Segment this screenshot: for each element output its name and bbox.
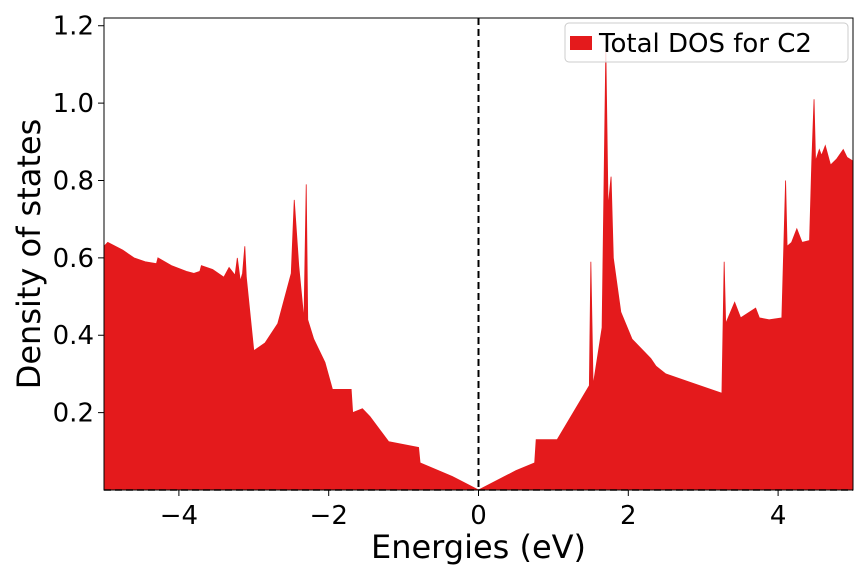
legend-swatch [570, 36, 592, 50]
legend-label: Total DOS for C2 [598, 29, 812, 59]
dos-area-series [103, 48, 854, 491]
x-tick-label: −4 [160, 501, 198, 531]
dos-area-layer [103, 48, 854, 491]
y-axis-ticks: 0.2 0.4 0.6 0.8 1.0 1.2 [53, 12, 104, 429]
legend-box [564, 22, 849, 63]
y-tick-label: 1.0 [53, 89, 94, 119]
y-tick-label: 0.8 [53, 166, 94, 196]
x-tick-label: 4 [770, 501, 787, 531]
x-axis-ticks: −4 −2 0 2 4 [160, 490, 787, 531]
y-tick-label: 0.2 [53, 399, 94, 429]
y-tick-label: 0.4 [53, 321, 94, 351]
x-axis-label: Energies (eV) [371, 528, 586, 566]
y-axis-label: Density of states [10, 119, 48, 390]
x-tick-label: 2 [620, 501, 637, 531]
x-tick-label: −2 [310, 501, 348, 531]
x-tick-label: 0 [470, 501, 487, 531]
legend: Total DOS for C2 [564, 22, 849, 63]
y-tick-label: 0.6 [53, 244, 94, 274]
y-tick-label: 1.2 [53, 12, 94, 42]
